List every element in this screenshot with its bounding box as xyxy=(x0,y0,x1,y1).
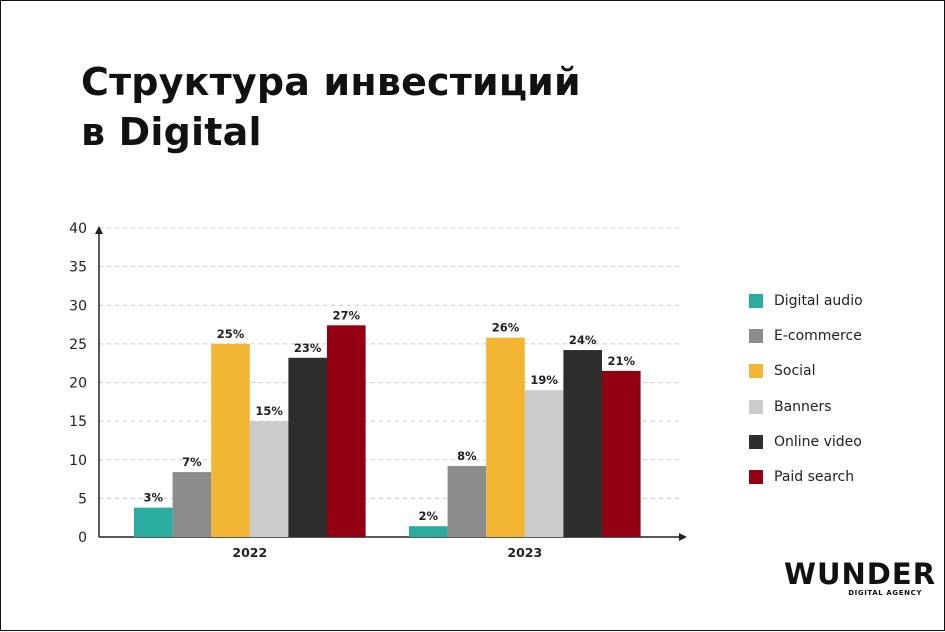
legend-item: E-commerce xyxy=(749,326,863,361)
bar-banners-2022 xyxy=(249,421,289,537)
bar-paid-search-2023 xyxy=(602,370,641,537)
y-tick-label: 20 xyxy=(69,376,87,392)
y-axis-arrow xyxy=(95,226,103,234)
legend-swatch xyxy=(749,434,763,449)
bar-online-video-2023 xyxy=(563,350,602,537)
legend-swatch xyxy=(749,294,763,308)
legend-item: Digital audio xyxy=(749,291,863,326)
x-category-label: 2023 xyxy=(507,545,542,560)
bar-paid-search-2022 xyxy=(327,325,366,537)
bar-e-commerce-2022 xyxy=(172,472,212,537)
legend-swatch xyxy=(749,329,763,344)
data-label: 7% xyxy=(182,455,202,469)
logo-subtitle: DIGITAL AGENCY xyxy=(848,589,922,597)
bar-banners-2023 xyxy=(524,390,564,537)
legend-label: Online video xyxy=(774,433,862,450)
data-label: 19% xyxy=(530,373,558,387)
title-line-1: Структура инвестиций xyxy=(81,60,581,104)
legend-swatch xyxy=(749,399,763,414)
x-category-label: 2022 xyxy=(232,545,267,560)
page-title: Структура инвестиций в Digital xyxy=(81,57,581,157)
bar-digital-audio-2022 xyxy=(134,507,173,537)
bar-digital-audio-2023 xyxy=(409,526,448,537)
y-tick-label: 30 xyxy=(69,298,87,314)
legend-label: Banners xyxy=(774,398,832,415)
y-tick-label: 35 xyxy=(69,260,87,276)
legend-item: Banners xyxy=(749,397,863,432)
legend-label: Social xyxy=(774,363,816,380)
legend-swatch xyxy=(749,364,763,379)
y-tick-label: 25 xyxy=(69,337,87,353)
data-label: 23% xyxy=(294,341,322,355)
chart-legend: Digital audio E-commerce Social Banners Onli… xyxy=(749,291,863,502)
legend-item: Paid search xyxy=(749,467,863,502)
data-label: 25% xyxy=(217,327,245,341)
data-label: 8% xyxy=(457,449,477,463)
legend-swatch xyxy=(749,469,763,484)
y-tick-label: 40 xyxy=(69,221,87,237)
y-tick-label: 0 xyxy=(78,530,87,546)
x-axis-arrow xyxy=(679,533,687,541)
y-tick-label: 15 xyxy=(69,414,87,430)
bar-social-2022 xyxy=(211,343,250,537)
logo-word: WUNDER xyxy=(784,557,937,591)
wunder-logo: WUNDER DIGITAL AGENCY xyxy=(784,557,937,597)
bar-online-video-2022 xyxy=(288,357,327,537)
y-tick-label: 10 xyxy=(69,453,87,469)
title-line-2: в Digital xyxy=(81,110,262,154)
legend-item: Social xyxy=(749,361,863,396)
data-label: 2% xyxy=(419,509,439,523)
legend-label: Digital audio xyxy=(774,293,863,309)
legend-item: Online video xyxy=(749,432,863,467)
bar-social-2023 xyxy=(486,337,525,537)
legend-label: E-commerce xyxy=(774,328,862,345)
data-label: 27% xyxy=(333,308,361,322)
data-label: 21% xyxy=(608,354,636,368)
data-label: 3% xyxy=(144,491,164,505)
data-label: 24% xyxy=(569,333,597,347)
y-tick-label: 5 xyxy=(78,491,87,507)
bar-e-commerce-2023 xyxy=(447,465,487,537)
data-label: 26% xyxy=(492,321,520,335)
legend-label: Paid search xyxy=(774,468,855,485)
data-label: 15% xyxy=(255,404,283,418)
